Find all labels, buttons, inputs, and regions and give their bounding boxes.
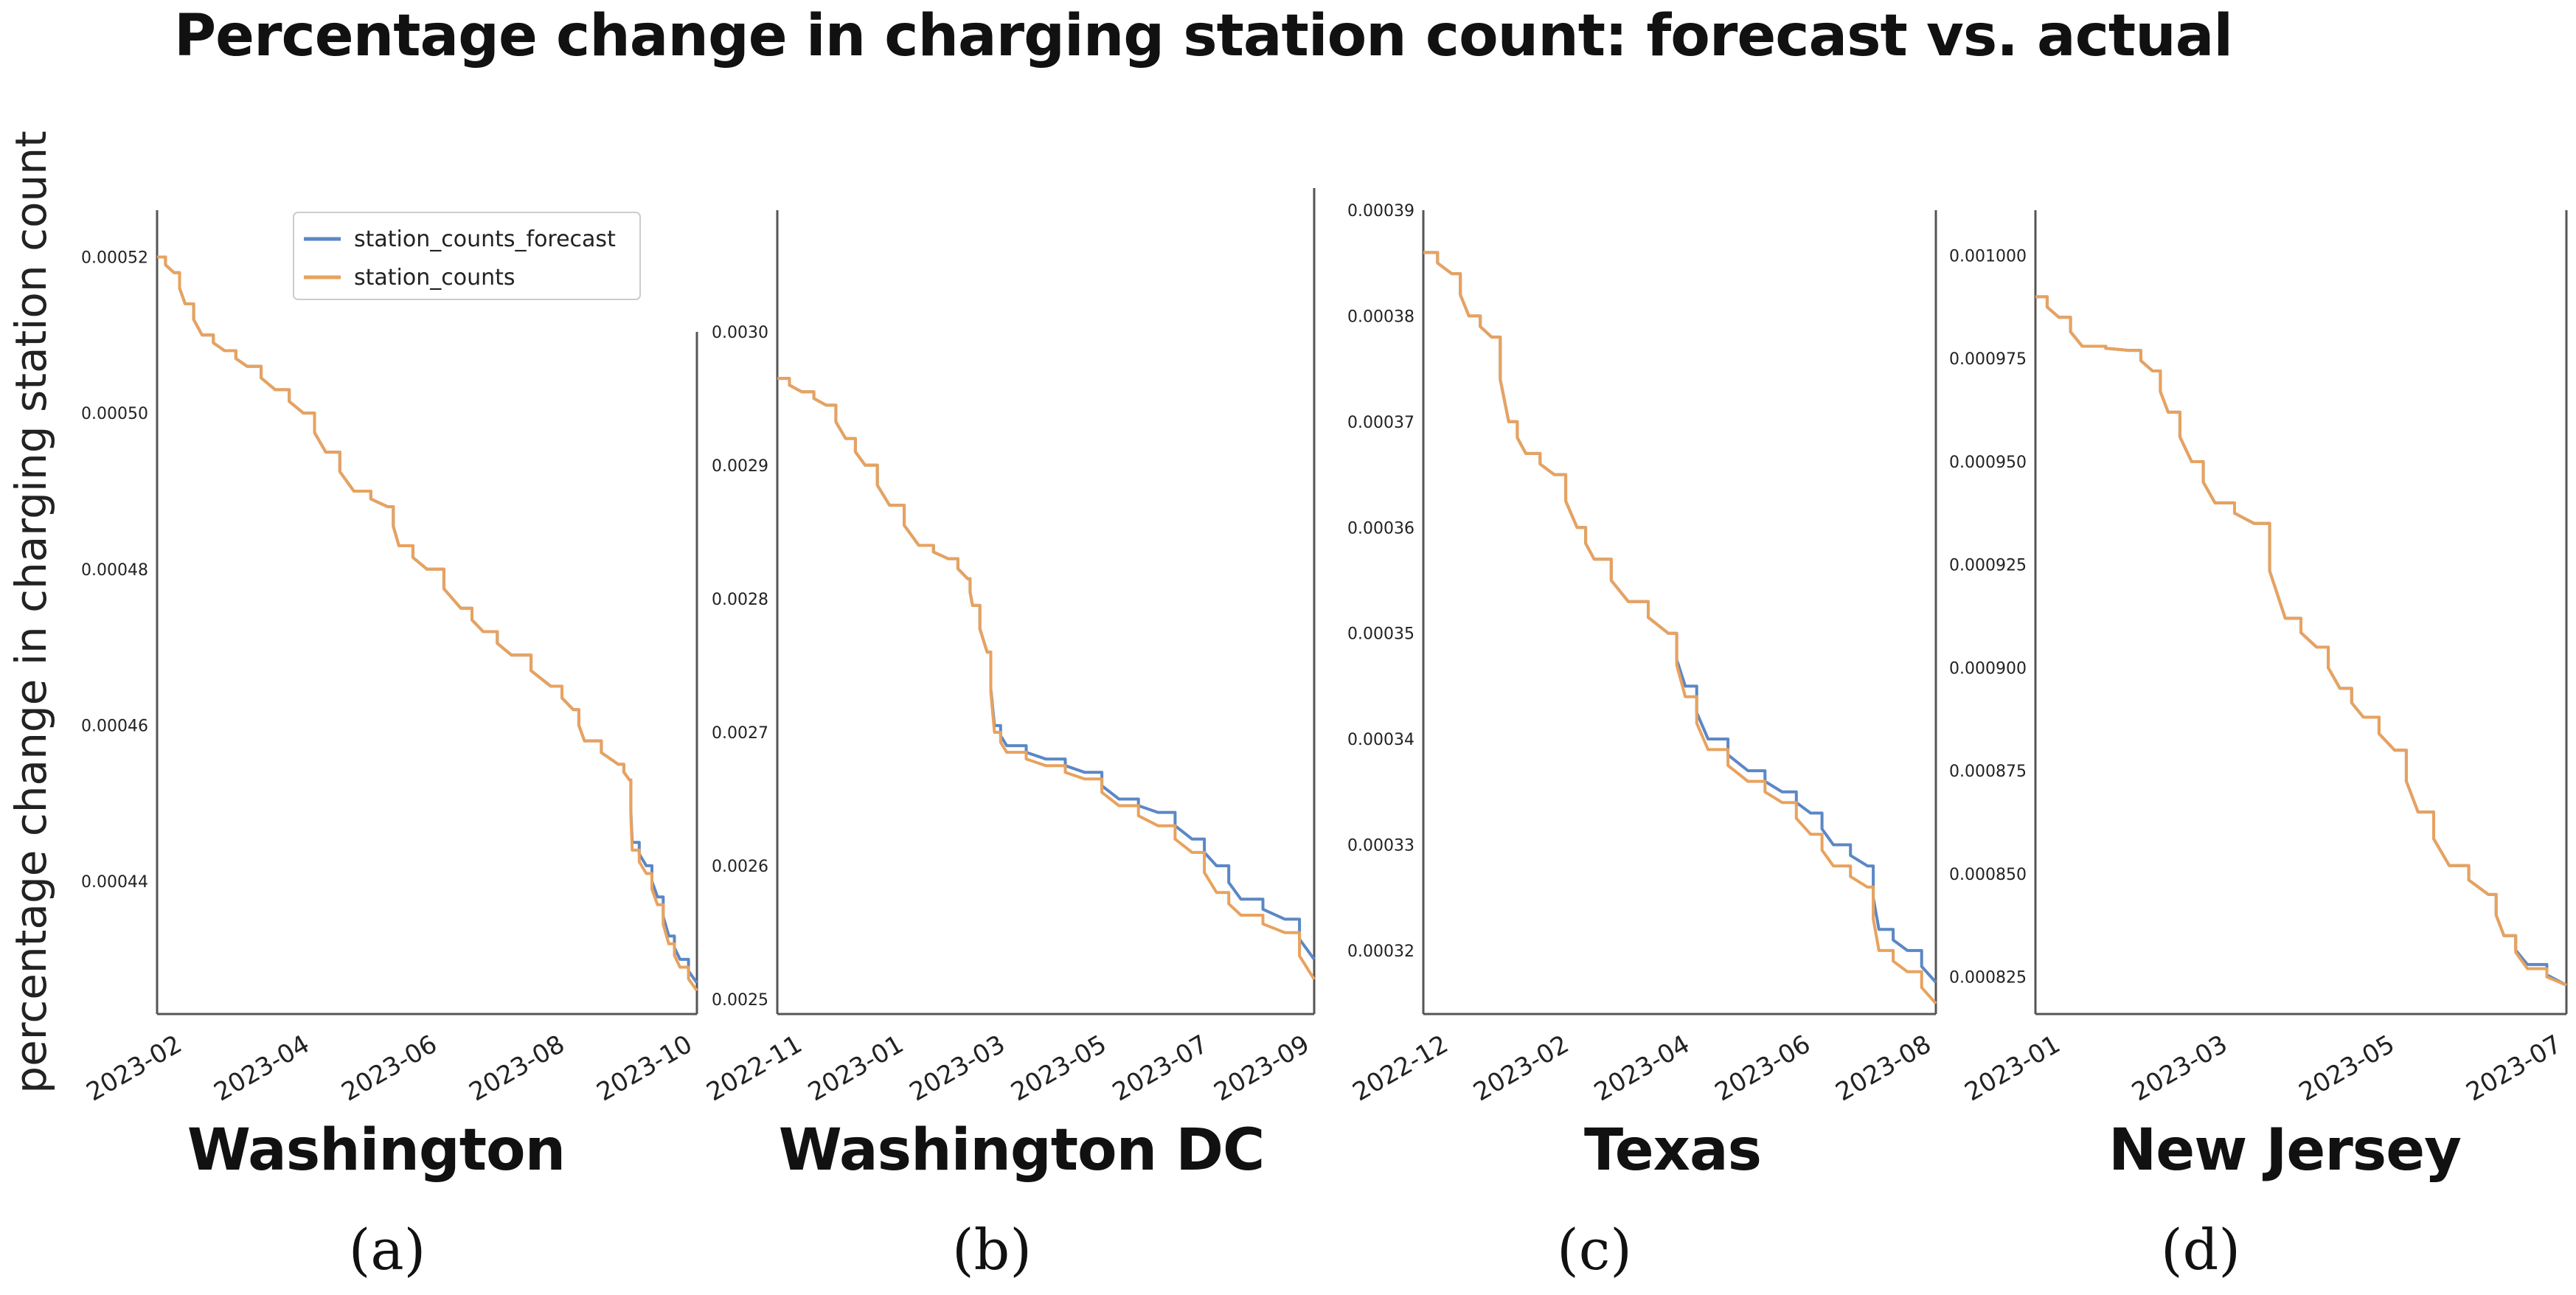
y-tick-label: 0.00046 [81,717,148,735]
x-tick-label: 2023-09 [1209,1030,1314,1108]
panel-letter-b: (b) [952,1217,1032,1282]
x-tick-label: 2023-06 [1710,1030,1816,1108]
x-tick-label: 2023-10 [591,1030,697,1108]
y-tick-label: 0.00032 [1347,942,1414,961]
y-tick-label: 0.000825 [1949,969,2027,987]
y-tick-label: 0.00037 [1347,414,1414,432]
station-counts-line [1423,251,1937,1005]
x-tick-label: 2023-07 [1108,1030,1213,1108]
station-counts-line [777,377,1316,980]
y-tick-label: 0.000875 [1949,763,2027,781]
y-tick-label: 0.00038 [1347,308,1414,326]
y-tick-label: 0.00036 [1347,519,1414,538]
y-tick-label: 0.00035 [1347,625,1414,644]
x-tick-label: 2023-02 [1468,1030,1574,1108]
x-tick-label: 2023-05 [2294,1030,2400,1108]
y-tick-label: 0.001000 [1949,247,2027,265]
region-title-washington-dc: Washington DC [778,1117,1265,1184]
y-tick-label: 0.00039 [1347,202,1414,221]
x-tick-label: 2023-01 [1959,1030,2065,1108]
legend-label: station_counts [354,265,515,291]
x-tick-label: 2023-02 [81,1030,187,1108]
x-tick-label: 2023-03 [905,1030,1010,1108]
x-tick-label: 2023-01 [803,1030,909,1108]
y-tick-label: 0.0025 [712,991,768,1010]
x-tick-label: 2023-03 [2127,1030,2232,1108]
y-tick-label: 0.0030 [712,324,768,342]
y-tick-label: 0.0028 [712,591,768,609]
y-tick-label: 0.00034 [1347,731,1414,749]
station-counts-line [157,255,698,992]
y-tick-label: 0.00033 [1347,837,1414,855]
station-counts-forecast-line [777,377,1316,960]
legend-box [293,212,641,300]
panel-letter-d: (d) [2161,1217,2240,1282]
y-tick-label: 0.00044 [81,873,148,892]
y-tick-label: 0.00052 [81,249,148,267]
y-tick-label: 0.000950 [1949,454,2027,472]
y-tick-label: 0.0027 [712,724,768,743]
x-tick-label: 2023-07 [2461,1030,2566,1108]
y-tick-label: 0.0029 [712,457,768,476]
station-counts-forecast-line [157,255,698,984]
x-tick-label: 2023-04 [1589,1030,1695,1108]
y-tick-label: 0.000900 [1949,659,2027,678]
y-tick-label: 0.00050 [81,405,148,423]
x-tick-label: 2023-05 [1006,1030,1111,1108]
y-tick-label: 0.000850 [1949,866,2027,884]
figure-title: Percentage change in charging station co… [174,3,2233,69]
station-counts-forecast-line [2035,295,2567,987]
chart-texas: 0.00032 0.00033 0.00034 0.00035 0.00036 0.000… [1347,202,1937,1108]
panel-letter-a: (a) [348,1217,426,1282]
y-tick-label: 0.000975 [1949,350,2027,369]
region-title-texas: Texas [1583,1117,1762,1184]
chart-washington: 0.00044 0.00046 0.00048 0.00050 0.00052 2023-… [81,210,698,1108]
x-tick-label: 2023-08 [1830,1030,1936,1108]
x-tick-label: 2022-11 [701,1030,807,1108]
region-title-new-jersey: New Jersey [2108,1117,2462,1184]
legend-label: station_counts_forecast [354,226,616,252]
station-counts-line [2035,295,2567,987]
x-tick-label: 2023-06 [336,1030,442,1108]
x-tick-label: 2023-08 [464,1030,569,1108]
legend: station_counts_forecast station_counts [293,212,641,300]
y-tick-label: 0.000925 [1949,557,2027,575]
x-tick-label: 2023-04 [209,1030,314,1108]
chart-new-jersey: 0.000825 0.000850 0.000875 0.000900 0.000925… [1949,210,2568,1108]
y-tick-label: 0.00048 [81,561,148,580]
region-title-washington: Washington [187,1117,566,1184]
y-tick-label: 0.0026 [712,858,768,876]
chart-washington-dc: 0.0025 0.0026 0.0027 0.0028 0.0029 0.0030 2022… [701,188,1316,1108]
panel-letter-c: (c) [1557,1217,1632,1282]
x-tick-label: 2022-12 [1347,1030,1453,1108]
